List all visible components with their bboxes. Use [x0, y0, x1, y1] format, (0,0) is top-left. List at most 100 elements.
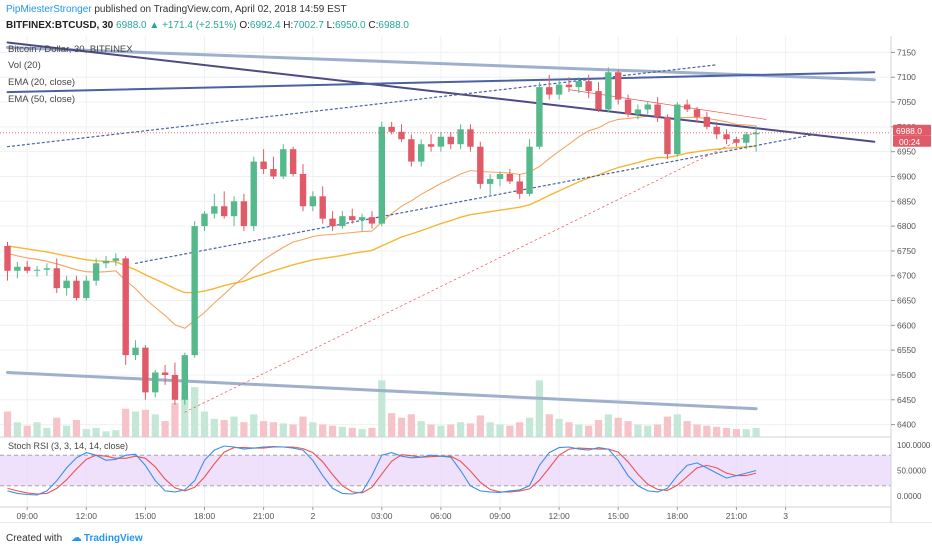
candle	[703, 111, 711, 130]
trendline-3	[6, 370, 758, 411]
legend-ema20[interactable]: EMA (20, close)	[8, 77, 76, 88]
volume-bar	[594, 420, 603, 437]
candle-body	[565, 84, 573, 88]
time-tick-label: 03:00	[371, 511, 393, 521]
rsi-band	[0, 455, 891, 486]
candle-body	[408, 139, 415, 162]
candle-body	[181, 355, 188, 400]
legend-stoch-rsi[interactable]: Stoch RSI (3, 3, 14, 14, close)	[8, 441, 129, 451]
volume-bar	[693, 424, 701, 437]
price-tick-label: 6700	[897, 271, 916, 281]
volume-bar	[289, 424, 297, 437]
volume-bar	[3, 411, 12, 437]
volume-bar	[102, 431, 110, 437]
volume-bar	[161, 421, 169, 437]
volume-bar	[575, 424, 583, 437]
candle-body	[122, 258, 129, 356]
candle	[289, 146, 297, 177]
price-tick-label: 6500	[897, 370, 916, 380]
volume-bar	[673, 414, 681, 437]
candle-body	[230, 201, 238, 217]
candle	[496, 171, 504, 187]
volume-bar	[338, 426, 346, 437]
volume-bar	[496, 424, 504, 437]
candle-body	[161, 372, 169, 375]
price-tick-label: 6400	[897, 420, 916, 430]
time-tick-label: 21:00	[726, 511, 748, 521]
candle-body	[201, 213, 208, 227]
candle-body	[289, 149, 297, 174]
candle	[270, 156, 277, 179]
legend-ema50[interactable]: EMA (50, close)	[8, 94, 76, 105]
candle-body	[693, 109, 701, 117]
volume-bar	[457, 422, 465, 437]
time-tick-label: 3	[783, 511, 788, 521]
volume-bar	[63, 425, 71, 437]
candle-body	[733, 139, 740, 143]
volume-bar	[388, 413, 396, 437]
volume-bar	[112, 430, 120, 437]
volume-bar	[506, 425, 514, 437]
volume-bar	[634, 424, 642, 437]
candle	[693, 106, 701, 122]
high-value: 7002.7	[293, 20, 324, 31]
countdown-tag-label: 00:24	[899, 137, 921, 147]
tradingview-brand[interactable]: TradingView	[83, 533, 143, 544]
candle	[299, 164, 307, 212]
candle	[73, 275, 80, 301]
candle-body	[349, 216, 356, 221]
candle-body	[555, 84, 563, 95]
candle-body	[595, 91, 602, 110]
countdown-tag	[893, 135, 931, 147]
volume-bar	[654, 424, 662, 437]
candle	[605, 67, 612, 112]
candle-body	[477, 146, 484, 184]
candle-body	[615, 72, 622, 100]
price-chart[interactable]: 6400 6450 6500 6550 6600 6650 6700 6750 6800 6850…	[0, 36, 932, 522]
candle-body	[546, 87, 553, 95]
time-tick-label: 21:00	[253, 511, 275, 521]
candle	[743, 131, 750, 150]
price-tick-label: 6800	[897, 221, 916, 231]
candle	[595, 82, 602, 112]
candle	[171, 362, 179, 405]
volume-bar	[447, 424, 455, 437]
volume-bar	[565, 422, 573, 437]
volume-bar	[368, 427, 376, 437]
volume-bar	[604, 414, 612, 437]
rsi-tick-label: 50.0000	[897, 467, 926, 476]
candle-body	[605, 72, 612, 110]
volume-bar	[82, 429, 90, 437]
candle-body	[388, 126, 395, 132]
candle	[467, 124, 474, 152]
legend-vol[interactable]: Vol (20)	[8, 60, 41, 71]
candle	[733, 136, 740, 147]
price-tick-label: 6850	[897, 196, 916, 206]
candle	[664, 114, 671, 160]
ohlc-line: BITFINEX:BTCUSD, 30 6988.0 ▲ +171.4 (+2.…	[6, 20, 409, 31]
candle	[24, 260, 31, 274]
volume-bar	[122, 408, 130, 437]
candle	[329, 211, 336, 232]
candle	[112, 253, 120, 266]
symbol-label[interactable]: BITFINEX:BTCUSD, 30	[6, 20, 114, 31]
candle-body	[467, 129, 474, 147]
low-label: L:	[326, 20, 336, 31]
candle	[211, 193, 218, 219]
candle-body	[152, 372, 159, 393]
time-tick-label: 15:00	[608, 511, 630, 521]
price-tick-label: 6750	[897, 246, 916, 256]
volume-bar	[131, 411, 140, 437]
candle	[713, 121, 720, 140]
candle-body	[418, 144, 425, 162]
candle	[398, 124, 405, 142]
candle	[477, 141, 484, 189]
volume-bar	[486, 422, 494, 437]
candle	[457, 124, 464, 150]
candle-body	[358, 217, 366, 221]
candle-body	[575, 81, 582, 88]
publisher-link[interactable]: PipMiesterStronger	[6, 4, 92, 15]
candle-body	[221, 206, 228, 217]
candle	[191, 221, 198, 358]
trendline-4	[6, 64, 718, 148]
